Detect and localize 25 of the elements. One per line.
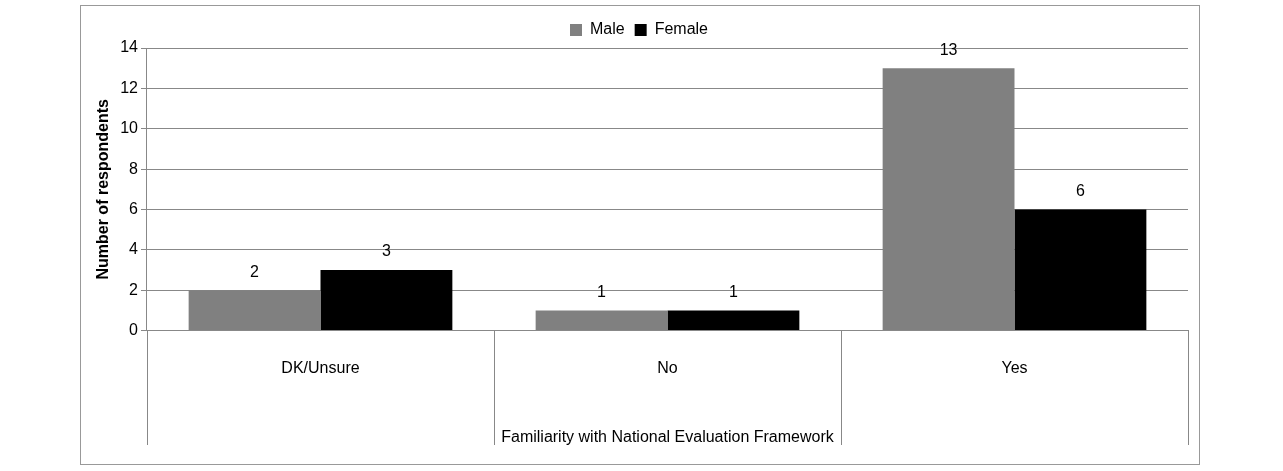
y-tick-label: 2 (129, 280, 139, 298)
x-tick-label: Yes (1001, 358, 1028, 376)
y-axis-title: Number of respondents (94, 98, 112, 280)
legend-label: Female (654, 20, 709, 38)
data-label: 13 (939, 40, 958, 58)
legend-label: Male (589, 20, 625, 38)
bar (320, 270, 453, 331)
y-tick-label: 10 (120, 119, 139, 137)
y-tick-label: 6 (129, 199, 139, 217)
data-label: 1 (597, 282, 607, 300)
y-tick-label: 8 (129, 159, 139, 177)
y-tick-label: 4 (129, 240, 139, 258)
data-label: 6 (1075, 181, 1085, 199)
x-tick-label: DK/Unsure (281, 358, 360, 376)
bar (535, 310, 668, 331)
y-tick-label: 14 (120, 38, 139, 56)
bar (1014, 209, 1147, 331)
x-axis-title: Familiarity with National Evaluation Framework (501, 427, 835, 445)
y-tick-label: 12 (120, 78, 139, 96)
data-label: 3 (381, 242, 391, 260)
data-label: 1 (728, 282, 738, 300)
data-label: 2 (250, 262, 260, 280)
bar (667, 310, 800, 331)
x-tick-label: No (657, 358, 678, 376)
y-tick-label: 0 (129, 321, 139, 339)
